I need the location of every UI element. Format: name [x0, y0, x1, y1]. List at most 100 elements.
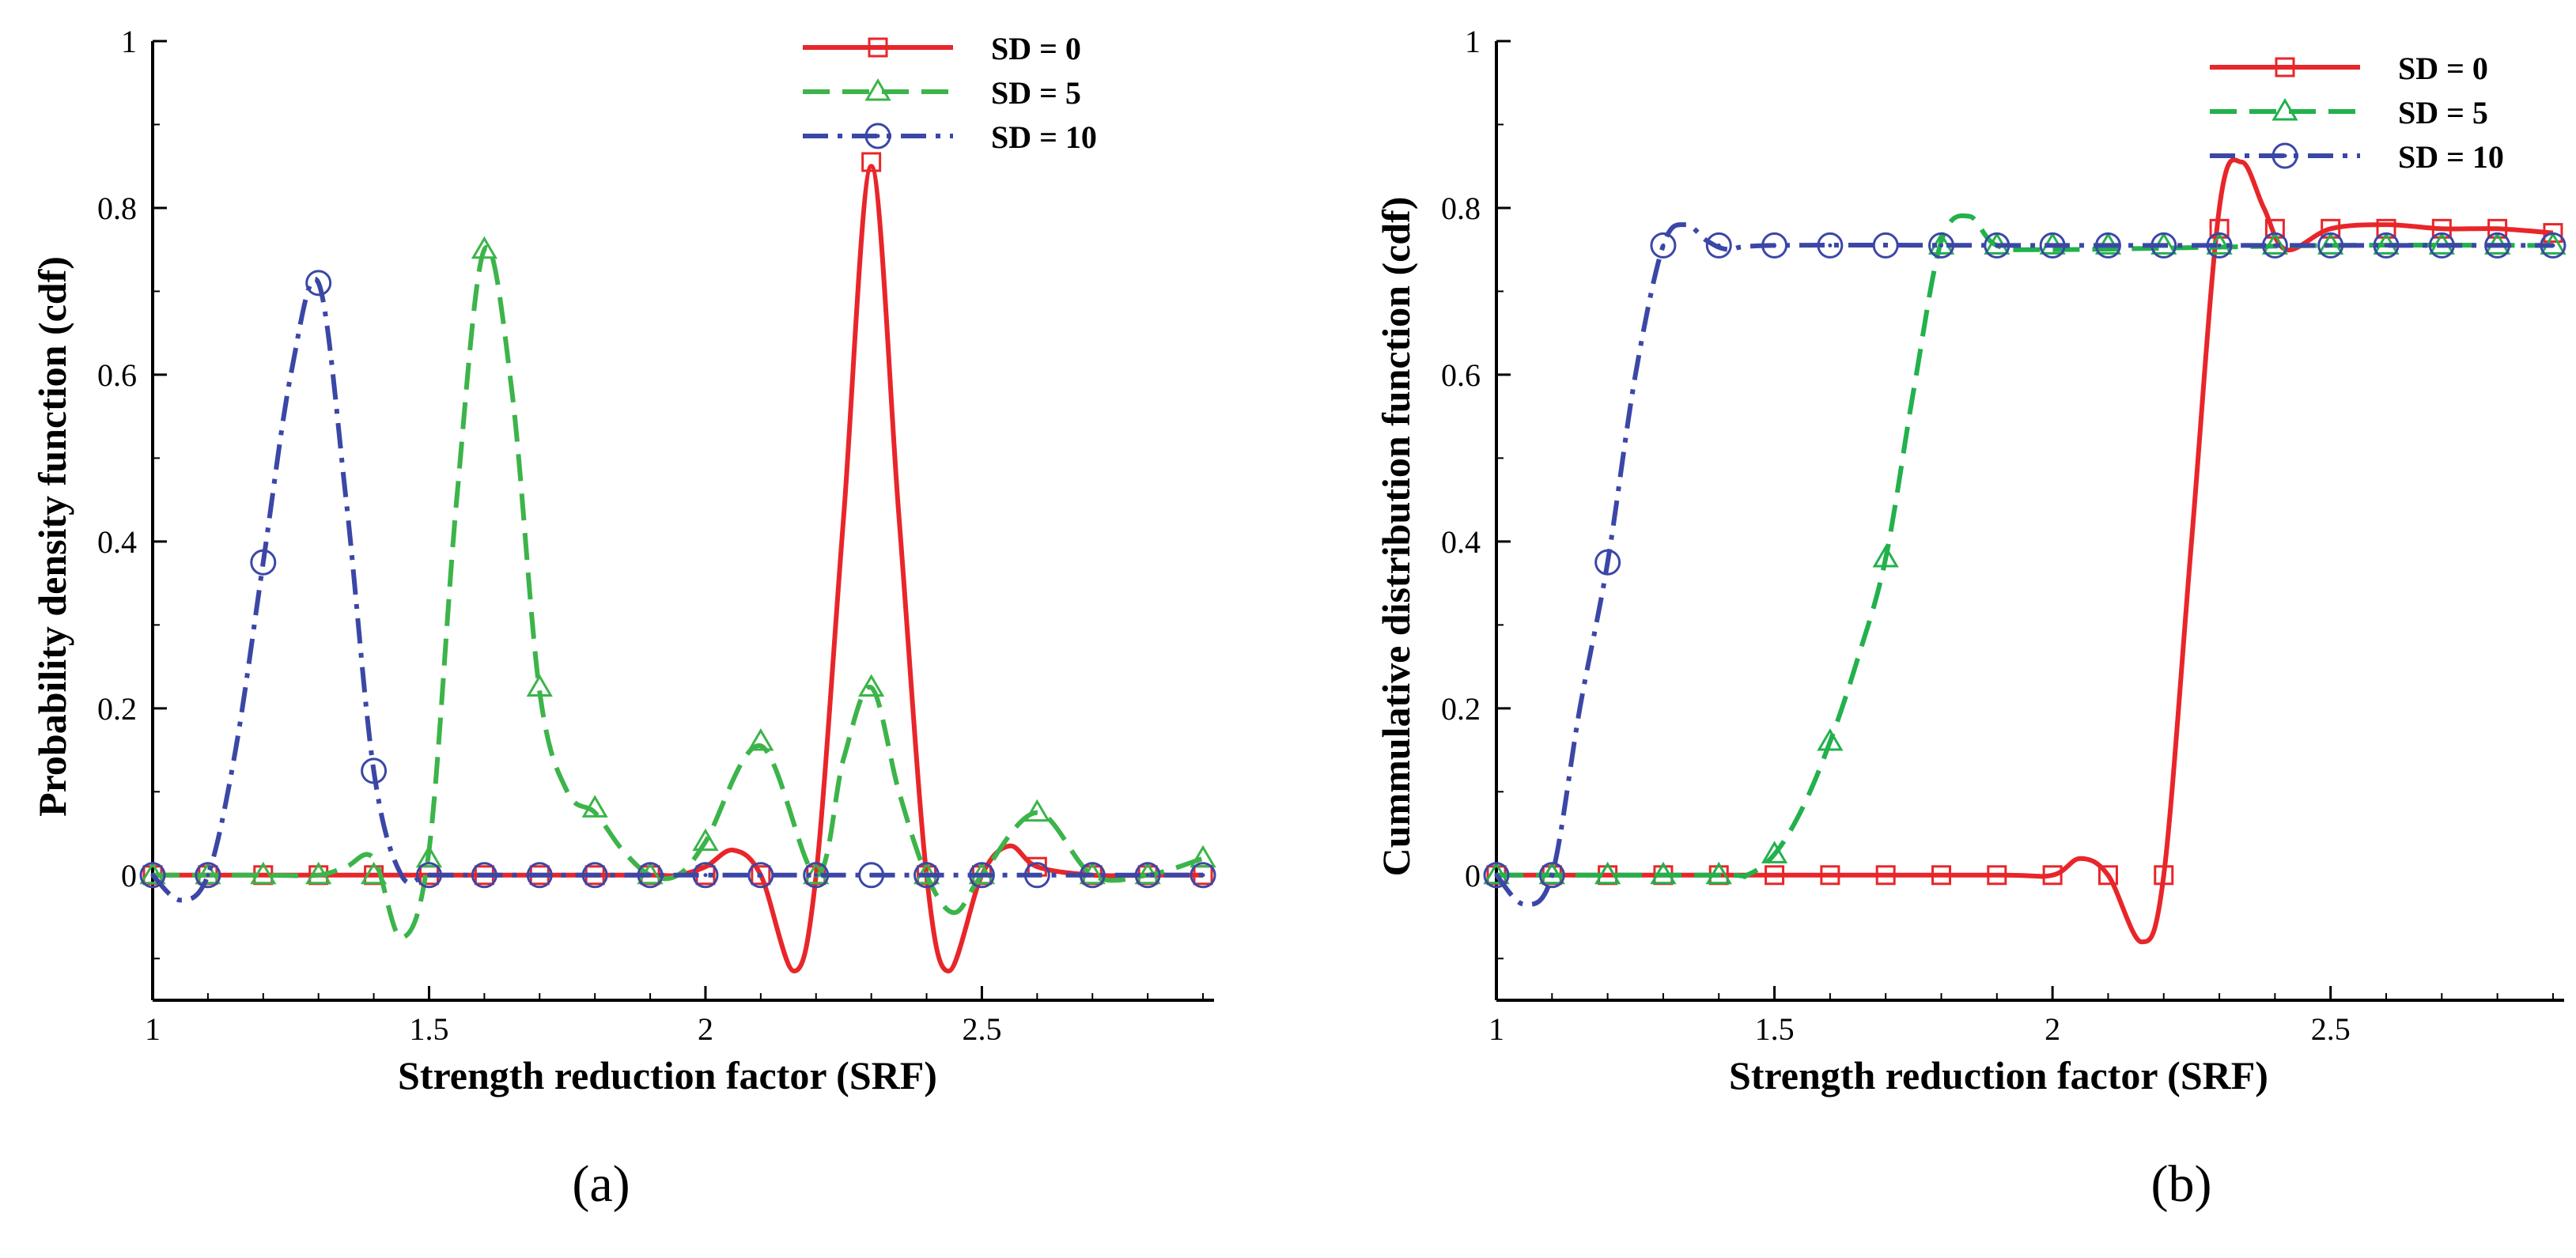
data-point — [861, 152, 882, 172]
legend-marker — [2271, 142, 2298, 169]
data-point — [1134, 862, 1161, 889]
data-point — [415, 844, 443, 868]
data-point — [1538, 861, 1565, 885]
x-tick-label: 1 — [145, 1011, 161, 1047]
data-point — [1594, 549, 1621, 576]
data-point — [2487, 218, 2508, 239]
data-point — [1931, 865, 1951, 886]
data-point — [2039, 232, 2066, 259]
chart-panel-b: 0 0.2 0.4 0.6 0.8 1 1 1.5 2 2.5 Strength reduction… — [1288, 0, 2575, 1258]
data-point — [2321, 218, 2341, 239]
data-point — [2261, 232, 2288, 259]
chart-a-svg: 0 0.2 0.4 0.6 0.8 1 1 1.5 2 2.5 Strength reduction… — [30, 24, 1216, 1097]
x-tick-label: 2 — [2045, 1011, 2060, 1047]
x-tick-label: 1.5 — [1755, 1011, 1795, 1047]
data-point — [1023, 862, 1050, 889]
data-point — [581, 795, 608, 818]
x-tick-label: 1.5 — [409, 1011, 448, 1047]
data-point — [692, 862, 719, 889]
data-point — [2150, 232, 2177, 259]
axes: 0 0.2 0.4 0.6 0.8 1 1 1.5 2 2.5 — [97, 24, 1214, 1047]
data-point — [2428, 232, 2455, 259]
x-tick-label: 2.5 — [2311, 1011, 2351, 1047]
data-point — [361, 757, 388, 784]
data-point — [1483, 861, 1510, 885]
data-point — [1875, 865, 1896, 886]
data-point — [1928, 232, 1954, 259]
data-point — [2484, 232, 2511, 259]
y-tick-label: 0 — [1465, 858, 1481, 893]
data-point — [1023, 799, 1050, 822]
series-line — [1496, 157, 2554, 945]
legend-marker — [2271, 98, 2298, 121]
data-point — [858, 674, 885, 697]
legend: SD = 0 SD = 5 SD = 10 — [2210, 51, 2504, 175]
data-point — [1872, 544, 1899, 568]
y-tick-label: 0 — [121, 858, 137, 893]
figure-label-a: (a) — [572, 1155, 630, 1213]
y-tick-label: 0.8 — [97, 191, 137, 226]
y-tick-label: 0.4 — [1441, 524, 1481, 560]
data-point — [139, 862, 166, 889]
chart-panel-a: 0 0.2 0.4 0.6 0.8 1 1 1.5 2 2.5 Strength reduction… — [30, 24, 1216, 1213]
data-point — [1817, 728, 1844, 751]
data-point — [2540, 232, 2567, 259]
data-point — [1483, 862, 1510, 889]
x-tick-label: 1 — [1488, 1011, 1504, 1047]
data-point — [471, 862, 497, 889]
data-point — [415, 862, 442, 889]
y-tick-label: 1 — [1465, 24, 1481, 59]
data-point — [1872, 232, 1899, 259]
data-point — [914, 862, 940, 889]
data-point — [692, 828, 719, 852]
legend-marker — [868, 37, 888, 58]
data-point — [305, 861, 332, 885]
data-point — [195, 862, 221, 889]
data-point — [637, 862, 664, 889]
data-point — [139, 861, 166, 885]
data-point — [747, 862, 774, 889]
legend-label: SD = 5 — [991, 75, 1081, 111]
series-triangle — [139, 236, 1216, 940]
y-tick-label: 1 — [121, 24, 137, 59]
legend: SD = 0 SD = 5 SD = 10 — [803, 31, 1097, 155]
data-point — [2543, 223, 2563, 244]
data-point — [1538, 862, 1565, 889]
data-point — [1761, 232, 1788, 259]
data-point — [2373, 232, 2400, 259]
y-tick-label: 0.6 — [1441, 357, 1481, 393]
data-point — [2209, 218, 2230, 239]
data-point — [2206, 232, 2233, 259]
data-point — [1761, 841, 1788, 863]
data-point — [250, 861, 277, 885]
series-line — [1496, 213, 2553, 879]
data-point — [858, 862, 885, 889]
data-point — [1987, 865, 2007, 886]
y-axis-label: Probability density function (cdf) — [30, 256, 74, 817]
legend-marker — [2275, 57, 2295, 77]
data-point — [526, 674, 553, 697]
data-point — [1705, 861, 1732, 885]
y-tick-label: 0.8 — [1441, 191, 1481, 226]
legend-label: SD = 0 — [2398, 51, 2488, 86]
series-circle — [139, 270, 1216, 903]
data-point — [1650, 861, 1677, 885]
data-point — [751, 865, 771, 886]
data-point — [2042, 865, 2063, 886]
axes: 0 0.2 0.4 0.6 0.8 1 1 1.5 2 2.5 — [1441, 24, 2564, 1047]
x-tick-label: 2 — [698, 1011, 713, 1047]
legend-marker — [864, 123, 891, 149]
data-point — [250, 549, 277, 576]
data-point — [1820, 865, 1840, 886]
figure-label-b: (b) — [2150, 1155, 2212, 1213]
data-point — [2431, 218, 2452, 239]
data-point — [1190, 844, 1216, 868]
chart-b-svg: 0 0.2 0.4 0.6 0.8 1 1 1.5 2 2.5 Strength reduction… — [1374, 24, 2567, 1097]
series-square — [142, 152, 1213, 974]
legend-marker — [864, 78, 891, 101]
data-point — [581, 862, 608, 889]
data-point — [2097, 865, 2118, 886]
data-point — [471, 236, 497, 259]
data-point — [2264, 218, 2285, 239]
data-point — [360, 861, 388, 885]
